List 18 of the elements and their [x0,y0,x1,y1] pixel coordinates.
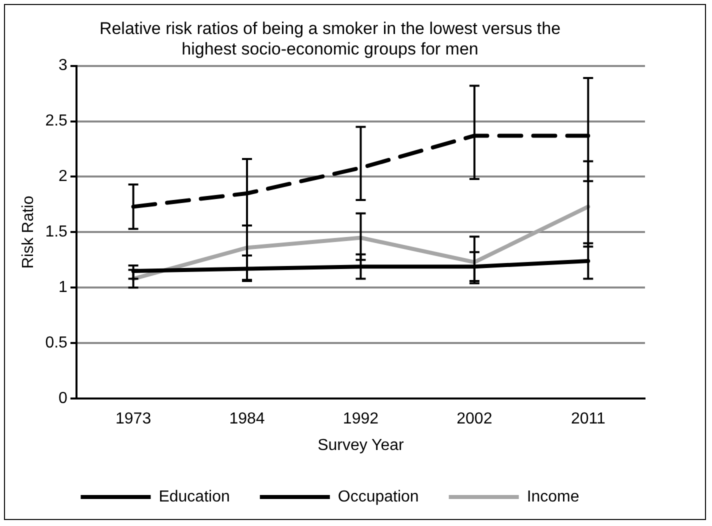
legend-label: Income [526,488,580,506]
y-tick-label: 0 [58,390,68,408]
y-tick-label: 2.5 [45,112,68,130]
y-tick-label: 1 [58,279,68,296]
x-tick-label: 1973 [116,410,152,428]
chart-title: Relative risk ratios of being a smoker in the lowest versus the highest socio-economic groups for men [99,18,561,58]
x-tick-label: 2011 [570,410,606,428]
x-axis-title: Survey Year [318,436,405,454]
x-tick-label: 1992 [342,410,379,428]
y-tick-label: 0.5 [45,334,68,352]
y-tick-label: 1.5 [45,224,68,241]
legend-label: Education [158,488,230,506]
y-axis-title: Risk Ratio [20,196,38,269]
x-tick-label: 1984 [229,410,265,428]
y-tick-label: 3 [58,57,68,74]
x-tick-label: 2002 [456,410,492,428]
legend-label: Occupation [338,488,419,506]
y-tick-label: 2 [58,168,68,186]
